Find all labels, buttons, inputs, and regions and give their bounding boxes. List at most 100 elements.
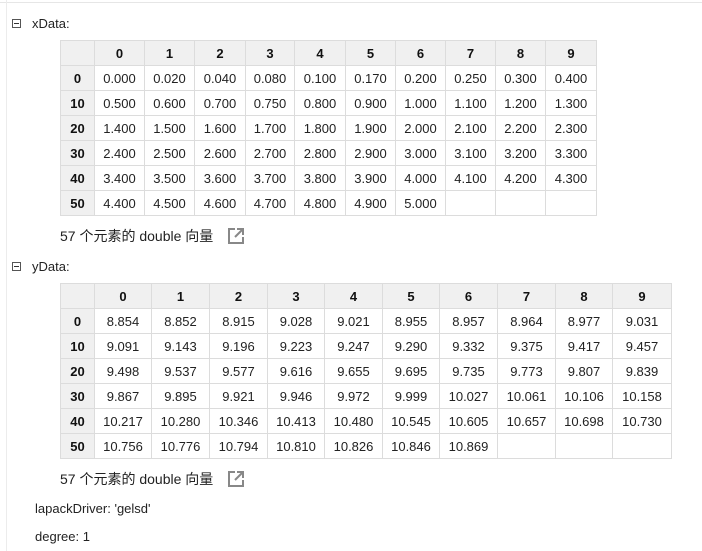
table-cell[interactable]: 10.346	[209, 408, 268, 434]
table-cell[interactable]: 3.900	[345, 165, 396, 191]
table-cell[interactable]: 4.200	[495, 165, 546, 191]
table-cell[interactable]: 9.735	[439, 358, 498, 384]
table-cell[interactable]: 0.250	[445, 65, 496, 91]
table-cell[interactable]: 9.807	[555, 358, 613, 384]
table-cell[interactable]	[497, 433, 556, 459]
table-cell[interactable]: 10.810	[267, 433, 325, 459]
table-cell[interactable]: 10.217	[94, 408, 152, 434]
table-cell[interactable]: 10.756	[94, 433, 152, 459]
table-cell[interactable]: 2.000	[395, 115, 446, 141]
table-cell[interactable]: 4.700	[245, 190, 295, 216]
table-cell[interactable]: 9.091	[94, 333, 152, 359]
table-cell[interactable]: 10.730	[612, 408, 672, 434]
table-cell[interactable]: 0.080	[245, 65, 295, 91]
open-in-editor-icon[interactable]	[227, 227, 245, 245]
table-cell[interactable]: 3.300	[545, 140, 597, 166]
table-cell[interactable]: 9.655	[324, 358, 383, 384]
table-cell[interactable]: 1.700	[245, 115, 295, 141]
table-cell[interactable]: 10.158	[612, 383, 672, 409]
table-cell[interactable]: 3.000	[395, 140, 446, 166]
table-cell[interactable]: 0.000	[94, 65, 145, 91]
table-cell[interactable]: 0.800	[294, 90, 346, 116]
table-cell[interactable]: 1.900	[345, 115, 396, 141]
table-cell[interactable]: 9.028	[267, 308, 325, 334]
table-cell[interactable]: 0.020	[144, 65, 195, 91]
table-cell[interactable]: 9.196	[209, 333, 268, 359]
table-cell[interactable]: 9.247	[324, 333, 383, 359]
table-cell[interactable]: 2.600	[194, 140, 246, 166]
table-cell[interactable]: 9.972	[324, 383, 383, 409]
table-cell[interactable]: 0.200	[395, 65, 446, 91]
table-cell[interactable]: 2.700	[245, 140, 295, 166]
table-cell[interactable]: 2.400	[94, 140, 145, 166]
table-cell[interactable]: 10.794	[209, 433, 268, 459]
table-cell[interactable]: 4.100	[445, 165, 496, 191]
table-cell[interactable]: 10.027	[439, 383, 498, 409]
table-cell[interactable]: 4.900	[345, 190, 396, 216]
table-cell[interactable]: 8.852	[151, 308, 210, 334]
table-cell[interactable]	[445, 190, 496, 216]
table-cell[interactable]: 9.143	[151, 333, 210, 359]
table-cell[interactable]: 1.100	[445, 90, 496, 116]
table-cell[interactable]: 9.498	[94, 358, 152, 384]
table-cell[interactable]: 1.300	[545, 90, 597, 116]
table-cell[interactable]: 9.695	[382, 358, 440, 384]
table-cell[interactable]: 9.537	[151, 358, 210, 384]
table-cell[interactable]: 9.921	[209, 383, 268, 409]
table-cell[interactable]: 0.040	[194, 65, 246, 91]
table-cell[interactable]: 9.839	[612, 358, 672, 384]
table-cell[interactable]: 0.500	[94, 90, 145, 116]
table-cell[interactable]: 9.332	[439, 333, 498, 359]
table-cell[interactable]: 9.457	[612, 333, 672, 359]
table-cell[interactable]: 9.021	[324, 308, 383, 334]
table-cell[interactable]: 10.106	[555, 383, 613, 409]
table-cell[interactable]: 0.750	[245, 90, 295, 116]
table-cell[interactable]: 3.600	[194, 165, 246, 191]
table-cell[interactable]: 4.000	[395, 165, 446, 191]
table-cell[interactable]: 4.800	[294, 190, 346, 216]
table-cell[interactable]: 0.300	[495, 65, 546, 91]
table-cell[interactable]: 10.846	[382, 433, 440, 459]
table-cell[interactable]: 3.400	[94, 165, 145, 191]
table-cell[interactable]: 5.000	[395, 190, 446, 216]
table-cell[interactable]: 1.500	[144, 115, 195, 141]
table-cell[interactable]: 9.223	[267, 333, 325, 359]
table-cell[interactable]: 4.500	[144, 190, 195, 216]
table-cell[interactable]: 4.400	[94, 190, 145, 216]
table-cell[interactable]: 10.826	[324, 433, 383, 459]
table-cell[interactable]: 8.957	[439, 308, 498, 334]
table-cell[interactable]: 1.000	[395, 90, 446, 116]
table-cell[interactable]: 9.999	[382, 383, 440, 409]
table-cell[interactable]: 10.698	[555, 408, 613, 434]
table-cell[interactable]: 10.061	[497, 383, 556, 409]
table-cell[interactable]: 0.700	[194, 90, 246, 116]
table-cell[interactable]: 4.600	[194, 190, 246, 216]
table-cell[interactable]	[495, 190, 546, 216]
table-cell[interactable]: 8.854	[94, 308, 152, 334]
table-cell[interactable]: 10.545	[382, 408, 440, 434]
table-cell[interactable]: 1.600	[194, 115, 246, 141]
table-cell[interactable]: 2.100	[445, 115, 496, 141]
table-cell[interactable]: 0.900	[345, 90, 396, 116]
table-cell[interactable]: 2.500	[144, 140, 195, 166]
table-cell[interactable]	[545, 190, 597, 216]
table-cell[interactable]: 3.800	[294, 165, 346, 191]
table-cell[interactable]: 3.100	[445, 140, 496, 166]
collapse-toggle-icon[interactable]	[12, 18, 21, 28]
table-cell[interactable]	[555, 433, 613, 459]
table-cell[interactable]: 10.869	[439, 433, 498, 459]
table-cell[interactable]: 9.031	[612, 308, 672, 334]
table-cell[interactable]: 9.895	[151, 383, 210, 409]
table-cell[interactable]: 1.400	[94, 115, 145, 141]
table-cell[interactable]: 10.776	[151, 433, 210, 459]
table-cell[interactable]: 2.200	[495, 115, 546, 141]
table-cell[interactable]: 8.977	[555, 308, 613, 334]
table-cell[interactable]: 10.413	[267, 408, 325, 434]
table-cell[interactable]: 1.200	[495, 90, 546, 116]
table-cell[interactable]: 1.800	[294, 115, 346, 141]
table-cell[interactable]: 0.600	[144, 90, 195, 116]
table-cell[interactable]: 9.290	[382, 333, 440, 359]
table-cell[interactable]: 4.300	[545, 165, 597, 191]
table-cell[interactable]: 3.500	[144, 165, 195, 191]
table-cell[interactable]: 2.900	[345, 140, 396, 166]
